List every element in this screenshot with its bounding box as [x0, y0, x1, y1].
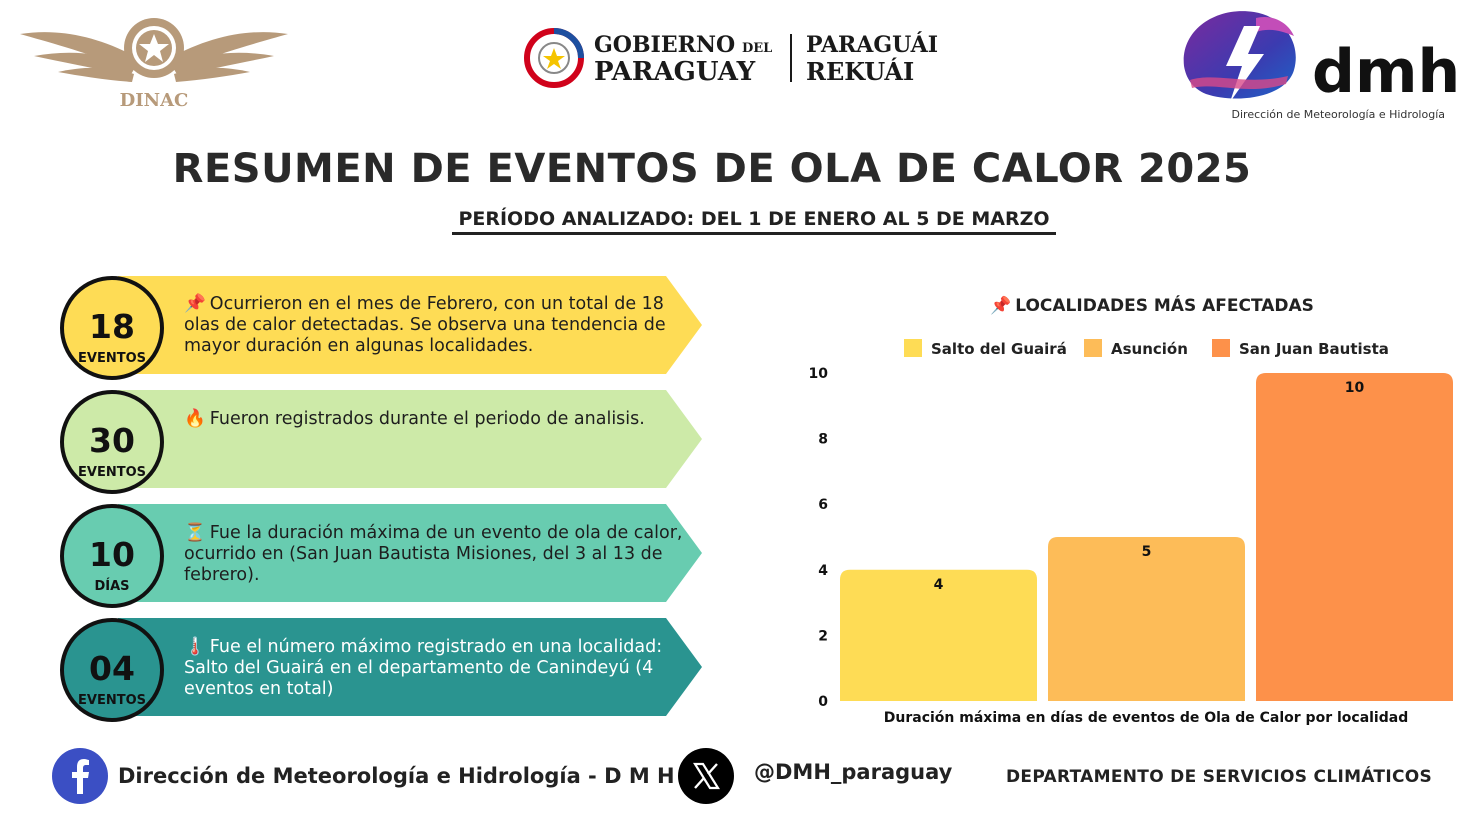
y-tick-label: 4 — [818, 563, 828, 579]
badge-number: 30 — [89, 421, 135, 460]
summary-card-4-text: 🌡️ Fue el número máximo registrado en una… — [184, 637, 663, 699]
summary-card-2-text: 🔥 Fueron registrados durante el periodo d… — [184, 409, 645, 429]
bar-asunci-n — [1048, 537, 1245, 701]
badge-number: 18 — [89, 307, 135, 346]
y-tick-label: 0 — [818, 694, 828, 710]
chart-legend: Salto del Guairá Asunción San Juan Bautist… — [904, 339, 1389, 358]
bar-salto-del-guair- — [840, 569, 1037, 701]
bar-value-label: 10 — [1345, 380, 1365, 396]
badge-unit: EVENTOS — [78, 351, 146, 366]
summary-card-3-bg — [118, 504, 702, 602]
gov-right2: REKUÁI — [806, 57, 914, 86]
bar-san-juan-bautista — [1256, 373, 1453, 701]
chart-title: 📌 LOCALIDADES MÁS AFECTADAS — [990, 294, 1314, 316]
legend-swatch — [1212, 339, 1230, 357]
page-title: RESUMEN DE EVENTOS DE OLA DE CALOR 2025 — [172, 146, 1252, 192]
legend-swatch — [1084, 339, 1102, 357]
badge-unit: EVENTOS — [78, 465, 146, 480]
hourglass-icon: ⏳ — [184, 523, 206, 543]
y-tick-label: 2 — [818, 628, 828, 644]
summary-card-2-badge: 30 EVENTOS — [60, 390, 164, 494]
x-twitter-icon[interactable] — [678, 748, 734, 804]
summary-card-1-badge: 18 EVENTOS — [60, 276, 164, 380]
legend-swatch — [904, 339, 922, 357]
bar-value-label: 5 — [1142, 544, 1152, 560]
badge-number: 10 — [89, 535, 135, 574]
summary-card-3-text: ⏳ Fue la duración máxima de un evento de … — [184, 523, 683, 585]
y-axis: 0 2 4 6 8 10 — [809, 366, 829, 710]
thermometer-icon: 🌡️ — [184, 637, 206, 657]
legend-label: Salto del Guairá — [931, 340, 1067, 358]
gov-line1: GOBIERNO — [594, 32, 735, 58]
department-label: DEPARTAMENTO DE SERVICIOS CLIMÁTICOS — [1006, 767, 1433, 787]
y-tick-label: 8 — [818, 432, 828, 448]
summary-card-1-bg — [118, 276, 702, 374]
summary-card-1-text: 📌 Ocurrieron en el mes de Febrero, con un… — [184, 294, 666, 356]
summary-card-4-badge: 04 EVENTOS — [60, 618, 164, 722]
badge-number: 04 — [89, 649, 135, 688]
facebook-icon[interactable] — [52, 748, 108, 804]
summary-card-2-bg — [118, 390, 702, 488]
fire-icon: 🔥 — [184, 409, 206, 429]
localities-bar-chart: 📌 LOCALIDADES MÁS AFECTADAS Salto del Gua… — [809, 294, 1453, 726]
dinac-label: DINAC — [120, 90, 189, 111]
legend-label: Asunción — [1111, 340, 1188, 358]
gobierno-paraguay-logo: GOBIERNO DEL PARAGUAY PARAGUÁI REKUÁI — [524, 28, 938, 88]
gov-del: DEL — [742, 41, 772, 56]
pin-icon: 📌 — [990, 295, 1011, 316]
dmh-logo: dmh Dirección de Meteorología e Hidrolog… — [1183, 11, 1456, 121]
pin-icon: 📌 — [184, 294, 206, 314]
dmh-wordmark: dmh — [1312, 37, 1456, 107]
period-subtitle: PERÍODO ANALIZADO: DEL 1 DE ENERO AL 5 D… — [452, 208, 1056, 235]
gov-right1: PARAGUÁI — [806, 31, 938, 58]
summary-card-4-bg — [118, 618, 702, 716]
gov-line2: PARAGUAY — [594, 57, 756, 87]
dinac-logo: DINAC — [20, 18, 288, 111]
bar-value-label: 4 — [934, 577, 944, 593]
x-axis-label: Duración máxima en días de eventos de Ol… — [884, 710, 1408, 726]
y-tick-label: 10 — [809, 366, 829, 382]
summary-card-3-badge: 10 DÍAS — [60, 504, 164, 608]
badge-unit: EVENTOS — [78, 693, 146, 708]
dmh-subtitle: Dirección de Meteorología e Hidrología — [1232, 108, 1445, 121]
x-handle-link[interactable]: @DMH_paraguay — [754, 760, 953, 784]
badge-unit: DÍAS — [94, 579, 130, 594]
facebook-page-link[interactable]: Dirección de Meteorología e Hidrología -… — [118, 764, 675, 788]
legend-label: San Juan Bautista — [1239, 340, 1389, 358]
bars-group: 4 5 10 — [840, 373, 1453, 701]
y-tick-label: 6 — [818, 497, 828, 513]
